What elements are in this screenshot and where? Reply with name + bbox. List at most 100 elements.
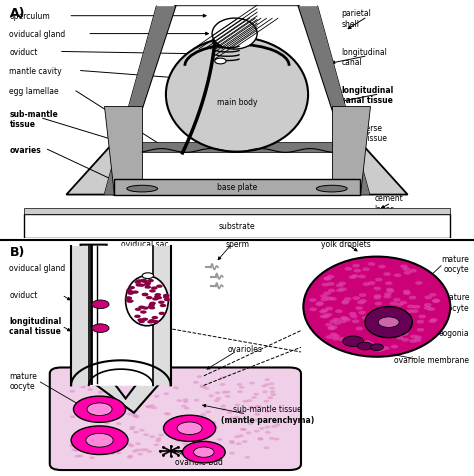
Circle shape xyxy=(153,320,159,324)
Text: longitudinal
canal tissue: longitudinal canal tissue xyxy=(9,317,62,336)
Polygon shape xyxy=(142,143,332,152)
Circle shape xyxy=(81,386,86,388)
Circle shape xyxy=(237,390,243,393)
Circle shape xyxy=(134,315,141,318)
Circle shape xyxy=(349,312,356,316)
Circle shape xyxy=(330,326,337,329)
Circle shape xyxy=(327,282,335,286)
Circle shape xyxy=(155,293,161,297)
Circle shape xyxy=(329,297,337,301)
Circle shape xyxy=(387,289,394,293)
Circle shape xyxy=(327,275,335,279)
Text: oviducal gland: oviducal gland xyxy=(9,263,66,272)
Circle shape xyxy=(149,404,155,407)
Circle shape xyxy=(237,383,242,386)
Circle shape xyxy=(204,387,210,390)
Circle shape xyxy=(375,278,383,282)
Circle shape xyxy=(362,316,369,320)
Circle shape xyxy=(310,308,317,312)
Circle shape xyxy=(155,297,162,300)
Circle shape xyxy=(246,432,252,435)
Circle shape xyxy=(396,337,404,340)
Circle shape xyxy=(133,431,139,434)
Circle shape xyxy=(71,448,77,451)
Circle shape xyxy=(264,400,269,403)
Circle shape xyxy=(378,317,399,327)
Circle shape xyxy=(390,302,397,306)
Circle shape xyxy=(319,315,327,318)
Circle shape xyxy=(424,303,431,307)
Circle shape xyxy=(326,336,333,339)
Circle shape xyxy=(393,314,401,317)
Circle shape xyxy=(323,277,331,281)
Circle shape xyxy=(83,431,89,434)
Circle shape xyxy=(106,443,112,446)
Circle shape xyxy=(363,283,370,287)
Circle shape xyxy=(415,281,423,285)
Circle shape xyxy=(369,314,377,317)
Circle shape xyxy=(400,301,407,305)
Circle shape xyxy=(193,381,199,384)
Circle shape xyxy=(127,300,134,303)
Circle shape xyxy=(390,314,398,317)
Circle shape xyxy=(151,407,157,409)
Circle shape xyxy=(221,408,227,411)
Circle shape xyxy=(414,338,421,342)
Circle shape xyxy=(87,403,112,416)
Circle shape xyxy=(134,416,139,418)
Ellipse shape xyxy=(127,186,157,192)
Circle shape xyxy=(368,282,375,286)
Circle shape xyxy=(127,291,134,294)
Circle shape xyxy=(210,456,215,459)
Circle shape xyxy=(391,321,398,325)
Circle shape xyxy=(374,302,382,306)
Circle shape xyxy=(88,401,94,404)
Circle shape xyxy=(152,298,159,301)
Circle shape xyxy=(217,438,222,441)
Circle shape xyxy=(264,378,270,381)
Circle shape xyxy=(148,304,155,307)
Circle shape xyxy=(93,430,99,433)
Circle shape xyxy=(90,403,95,406)
Circle shape xyxy=(365,317,372,321)
Circle shape xyxy=(235,404,240,407)
Circle shape xyxy=(316,302,324,306)
Circle shape xyxy=(155,439,161,442)
Circle shape xyxy=(127,456,133,459)
Circle shape xyxy=(156,285,163,288)
Circle shape xyxy=(138,306,145,309)
Circle shape xyxy=(101,437,107,440)
Text: main body: main body xyxy=(217,98,257,107)
Circle shape xyxy=(88,427,93,430)
Circle shape xyxy=(368,324,375,328)
Circle shape xyxy=(146,406,152,408)
Circle shape xyxy=(333,322,341,326)
Circle shape xyxy=(333,318,340,322)
Circle shape xyxy=(344,298,352,301)
Circle shape xyxy=(340,317,347,320)
Text: oviducal sac: oviducal sac xyxy=(121,239,168,248)
Circle shape xyxy=(383,326,391,330)
Text: longitudinal
canal tissue: longitudinal canal tissue xyxy=(341,86,393,105)
Circle shape xyxy=(126,300,133,303)
Circle shape xyxy=(245,456,250,459)
Circle shape xyxy=(358,275,366,279)
Circle shape xyxy=(110,415,116,418)
Circle shape xyxy=(401,338,409,342)
Circle shape xyxy=(396,333,404,337)
Circle shape xyxy=(225,395,230,398)
Circle shape xyxy=(417,320,424,324)
Circle shape xyxy=(417,328,424,332)
Circle shape xyxy=(319,310,327,314)
Circle shape xyxy=(127,413,133,416)
Circle shape xyxy=(388,330,395,334)
Circle shape xyxy=(141,280,148,283)
Circle shape xyxy=(357,343,373,350)
Circle shape xyxy=(255,413,260,416)
Text: yolk droplets: yolk droplets xyxy=(321,239,371,248)
Circle shape xyxy=(98,391,103,394)
Circle shape xyxy=(411,309,419,313)
Circle shape xyxy=(127,443,133,446)
Circle shape xyxy=(219,377,225,379)
Circle shape xyxy=(104,412,109,415)
